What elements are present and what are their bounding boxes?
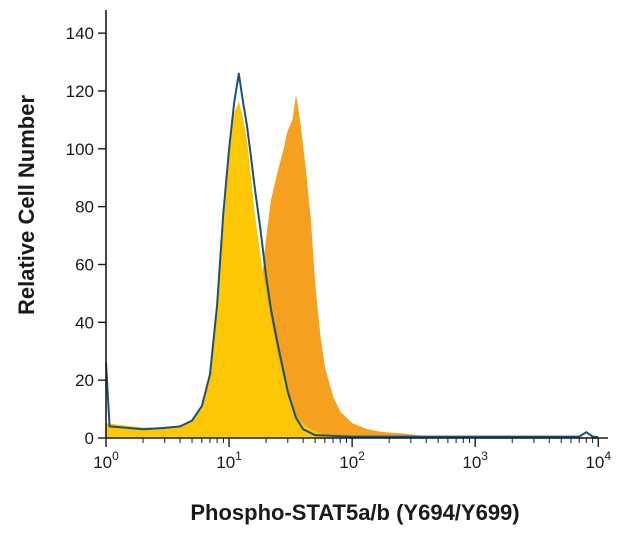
histogram-series-1 [105, 96, 599, 439]
y-tick-label: 140 [66, 24, 94, 43]
histogram-outline-series-3 [105, 72, 599, 439]
x-axis-title: Phospho-STAT5a/b (Y694/Y699) [190, 500, 519, 525]
x-tick-label: 100 [93, 449, 119, 472]
y-tick-label: 120 [66, 82, 94, 101]
x-tick-label: 103 [462, 449, 488, 472]
y-axis-title: Relative Cell Number [14, 95, 39, 316]
labels-layer: 0 20 40 60 80 100 120 140 100 101 102 103 104 [66, 24, 612, 472]
x-tick-label: 102 [339, 449, 365, 472]
y-tick-label: 100 [66, 140, 94, 159]
y-tick-label: 20 [75, 371, 94, 390]
y-tick-label: 0 [85, 429, 94, 448]
y-tick-label: 80 [75, 198, 94, 217]
histogram-series-2 [105, 101, 599, 439]
x-tick-label: 101 [216, 449, 242, 472]
y-tick-label: 40 [75, 313, 94, 332]
y-tick-label: 60 [75, 255, 94, 274]
axes-layer [98, 10, 608, 447]
series-layer [105, 72, 599, 439]
x-tick-label: 104 [585, 449, 611, 472]
